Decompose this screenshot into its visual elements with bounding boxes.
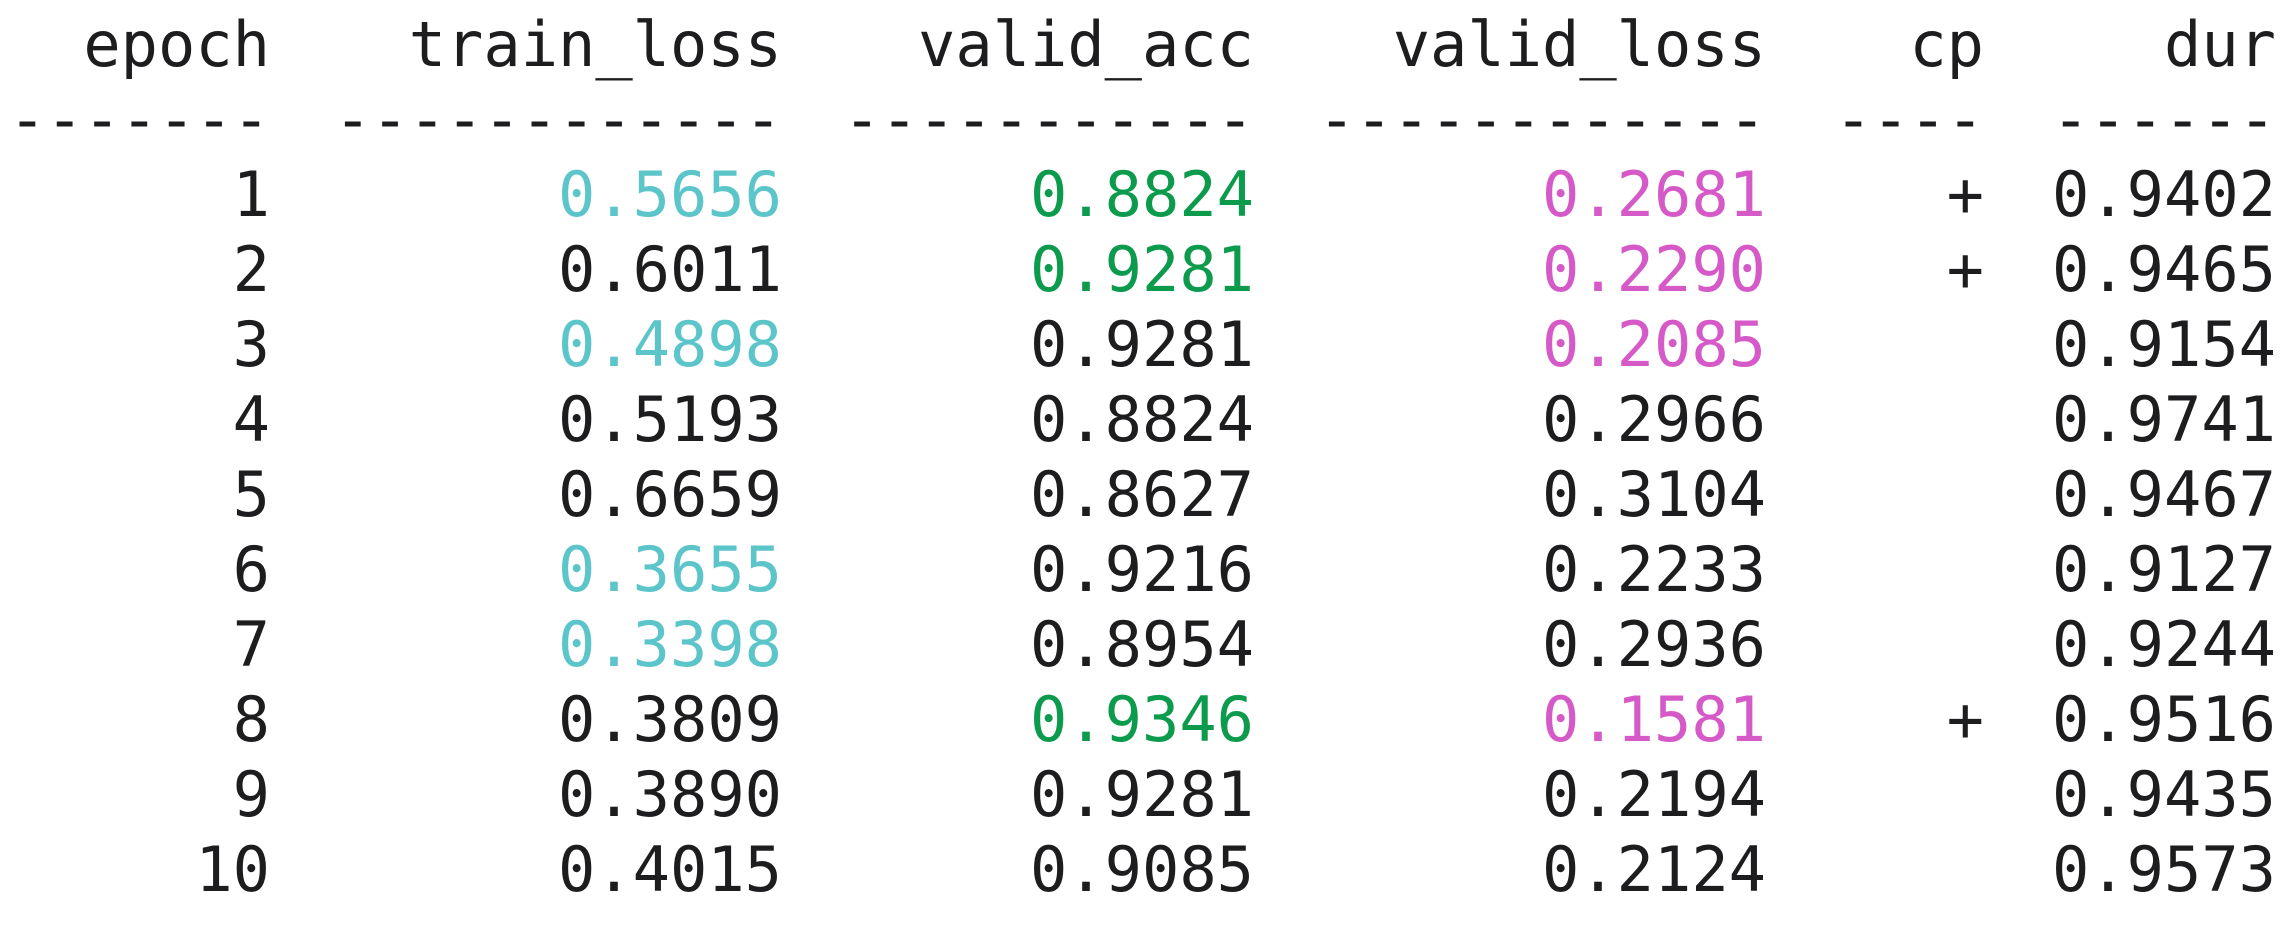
epoch-cell: 2 bbox=[232, 233, 270, 306]
epoch-cell: 4 bbox=[232, 383, 270, 456]
duration-cell: 0.9127 bbox=[2052, 533, 2276, 606]
table-row: 3 0.4898 0.9281 0.2085 0.9154 bbox=[0, 307, 2286, 383]
valid-loss-cell: 0.2936 bbox=[1542, 608, 1766, 681]
epoch-cell: 5 bbox=[232, 458, 270, 531]
valid-acc-cell: 0.9216 bbox=[1030, 533, 1254, 606]
epoch-cell: 1 bbox=[232, 158, 270, 231]
header-valid-acc: valid_acc bbox=[918, 8, 1254, 81]
duration-cell: 0.9741 bbox=[2052, 383, 2276, 456]
duration-cell: 0.9244 bbox=[2052, 608, 2276, 681]
separator-train-loss: ------------ bbox=[334, 83, 782, 156]
epoch-cell: 3 bbox=[232, 308, 270, 381]
table-row: 7 0.3398 0.8954 0.2936 0.9244 bbox=[0, 607, 2286, 683]
valid-loss-cell: 0.2124 bbox=[1542, 833, 1766, 906]
train-loss-cell: 0.5656 bbox=[558, 158, 782, 231]
header-dur: dur bbox=[2164, 8, 2276, 81]
valid-loss-cell: 0.2681 bbox=[1542, 158, 1766, 231]
valid-loss-cell: 0.2290 bbox=[1542, 233, 1766, 306]
table-row: 5 0.6659 0.8627 0.3104 0.9467 bbox=[0, 457, 2286, 533]
table-separator-row: ------- ------------ ----------- -------… bbox=[0, 82, 2286, 158]
duration-cell: 0.9573 bbox=[2052, 833, 2276, 906]
duration-cell: 0.9467 bbox=[2052, 458, 2276, 531]
valid-acc-cell: 0.9085 bbox=[1030, 833, 1254, 906]
train-loss-cell: 0.6659 bbox=[558, 458, 782, 531]
separator-dur: ------ bbox=[2052, 83, 2276, 156]
separator-valid-acc: ----------- bbox=[843, 83, 1254, 156]
train-loss-cell: 0.3398 bbox=[558, 608, 782, 681]
duration-cell: 0.9465 bbox=[2052, 233, 2276, 306]
checkpoint-cell: + bbox=[1946, 233, 1984, 306]
epoch-cell: 7 bbox=[232, 608, 270, 681]
valid-acc-cell: 0.8824 bbox=[1030, 383, 1254, 456]
train-loss-cell: 0.3809 bbox=[558, 683, 782, 756]
table-row: 6 0.3655 0.9216 0.2233 0.9127 bbox=[0, 532, 2286, 608]
valid-loss-cell: 0.2966 bbox=[1542, 383, 1766, 456]
valid-loss-cell: 0.2194 bbox=[1542, 758, 1766, 831]
valid-acc-cell: 0.8824 bbox=[1030, 158, 1254, 231]
valid-acc-cell: 0.8627 bbox=[1030, 458, 1254, 531]
train-loss-cell: 0.4898 bbox=[558, 308, 782, 381]
valid-loss-cell: 0.1581 bbox=[1542, 683, 1766, 756]
valid-loss-cell: 0.3104 bbox=[1542, 458, 1766, 531]
train-loss-cell: 0.5193 bbox=[558, 383, 782, 456]
header-epoch: epoch bbox=[83, 8, 270, 81]
header-train-loss: train_loss bbox=[408, 8, 782, 81]
table-row: 4 0.5193 0.8824 0.2966 0.9741 bbox=[0, 382, 2286, 458]
table-header-row: epoch train_loss valid_acc valid_loss cp… bbox=[0, 7, 2286, 83]
checkpoint-cell: + bbox=[1946, 158, 1984, 231]
table-row: 9 0.3890 0.9281 0.2194 0.9435 bbox=[0, 757, 2286, 833]
valid-acc-cell: 0.9346 bbox=[1030, 683, 1254, 756]
table-row: 8 0.3809 0.9346 0.1581 + 0.9516 bbox=[0, 682, 2286, 758]
train-loss-cell: 0.3890 bbox=[558, 758, 782, 831]
epoch-cell: 6 bbox=[232, 533, 270, 606]
epoch-cell: 9 bbox=[232, 758, 270, 831]
valid-loss-cell: 0.2085 bbox=[1542, 308, 1766, 381]
valid-loss-cell: 0.2233 bbox=[1542, 533, 1766, 606]
train-loss-cell: 0.3655 bbox=[558, 533, 782, 606]
train-loss-cell: 0.6011 bbox=[558, 233, 782, 306]
epoch-cell: 8 bbox=[232, 683, 270, 756]
duration-cell: 0.9516 bbox=[2052, 683, 2276, 756]
train-loss-cell: 0.4015 bbox=[558, 833, 782, 906]
table-row: 10 0.4015 0.9085 0.2124 0.9573 bbox=[0, 832, 2286, 908]
table-row: 1 0.5656 0.8824 0.2681 + 0.9402 bbox=[0, 157, 2286, 233]
separator-valid-loss: ------------ bbox=[1318, 83, 1766, 156]
checkpoint-cell: + bbox=[1946, 683, 1984, 756]
table-row: 2 0.6011 0.9281 0.2290 + 0.9465 bbox=[0, 232, 2286, 308]
header-cp: cp bbox=[1909, 8, 1984, 81]
duration-cell: 0.9435 bbox=[2052, 758, 2276, 831]
valid-acc-cell: 0.9281 bbox=[1030, 758, 1254, 831]
header-valid-loss: valid_loss bbox=[1392, 8, 1766, 81]
valid-acc-cell: 0.8954 bbox=[1030, 608, 1254, 681]
duration-cell: 0.9402 bbox=[2052, 158, 2276, 231]
duration-cell: 0.9154 bbox=[2052, 308, 2276, 381]
valid-acc-cell: 0.9281 bbox=[1030, 308, 1254, 381]
epoch-cell: 10 bbox=[195, 833, 270, 906]
separator-epoch: ------- bbox=[8, 83, 270, 156]
valid-acc-cell: 0.9281 bbox=[1030, 233, 1254, 306]
separator-cp: ---- bbox=[1834, 83, 1984, 156]
